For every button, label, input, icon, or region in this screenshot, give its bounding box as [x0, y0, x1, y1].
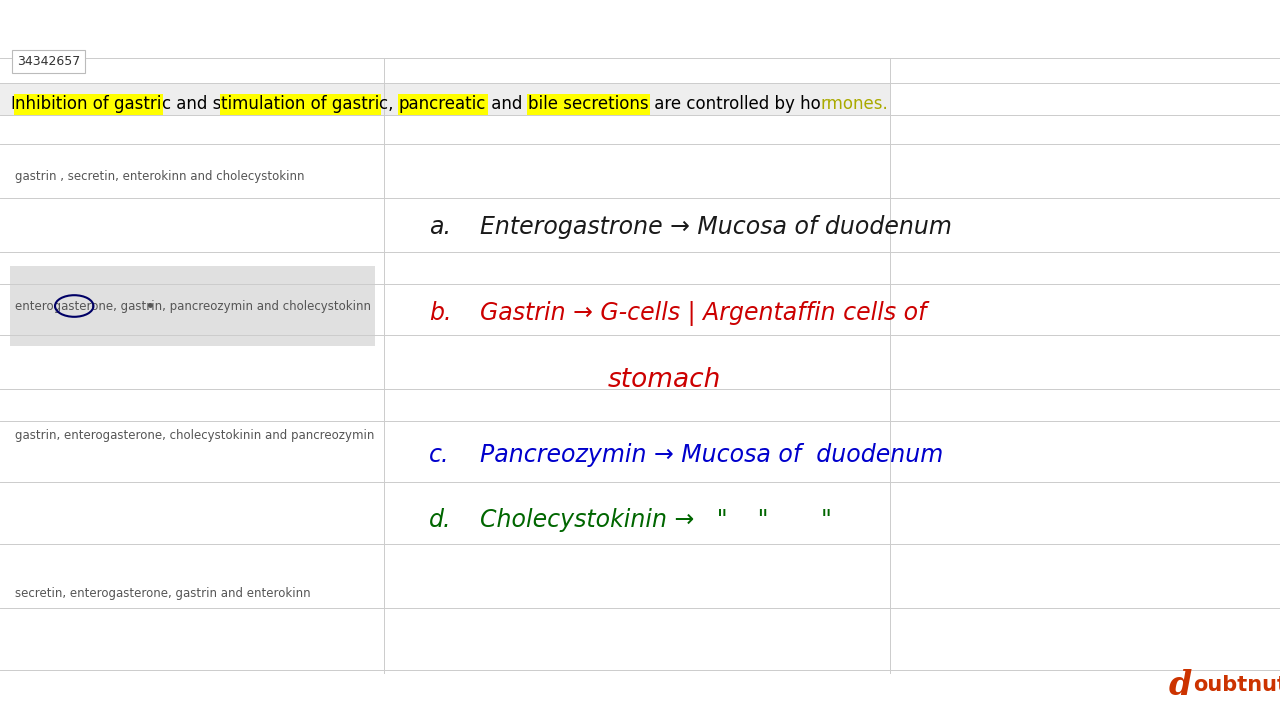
Text: and s: and s: [170, 95, 221, 113]
Text: timulation of gastri: timulation of gastri: [221, 95, 379, 113]
Text: stomach: stomach: [608, 367, 722, 393]
Text: Gastrin → G-cells | Argentaffin cells of: Gastrin → G-cells | Argentaffin cells of: [480, 301, 927, 325]
Text: I: I: [10, 95, 15, 113]
Text: c: c: [161, 95, 170, 113]
Text: and: and: [486, 95, 527, 113]
Text: rmones.: rmones.: [820, 95, 888, 113]
Text: oubtnut: oubtnut: [1193, 675, 1280, 696]
Text: pancreatic: pancreatic: [399, 95, 486, 113]
Text: d.: d.: [429, 508, 452, 532]
Text: 34342657: 34342657: [17, 55, 79, 68]
Text: Enterogastrone → Mucosa of duodenum: Enterogastrone → Mucosa of duodenum: [480, 215, 952, 239]
FancyBboxPatch shape: [10, 266, 375, 346]
Text: are controlled by ho: are controlled by ho: [649, 95, 820, 113]
Text: a.: a.: [429, 215, 451, 239]
Text: enterogasterone, gastrin, pancreozymin and cholecystokinn: enterogasterone, gastrin, pancreozymin a…: [15, 300, 371, 312]
Text: bile secretions: bile secretions: [527, 95, 649, 113]
Text: nhibition of gastri: nhibition of gastri: [15, 95, 161, 113]
Text: c.: c.: [429, 443, 449, 467]
Text: gastrin , secretin, enterokinn and cholecystokinn: gastrin , secretin, enterokinn and chole…: [15, 170, 305, 183]
Text: Pancreozymin → Mucosa of  duodenum: Pancreozymin → Mucosa of duodenum: [480, 443, 943, 467]
Text: Cholecystokinin →   "    "       ": Cholecystokinin → " " ": [480, 508, 832, 532]
Text: secretin, enterogasterone, gastrin and enterokinn: secretin, enterogasterone, gastrin and e…: [15, 588, 311, 600]
Text: gastrin, enterogasterone, cholecystokinin and pancreozymin: gastrin, enterogasterone, cholecystokini…: [15, 429, 375, 442]
Text: b.: b.: [429, 301, 452, 325]
Text: d: d: [1169, 669, 1192, 702]
FancyBboxPatch shape: [0, 83, 890, 115]
Text: c,: c,: [379, 95, 399, 113]
